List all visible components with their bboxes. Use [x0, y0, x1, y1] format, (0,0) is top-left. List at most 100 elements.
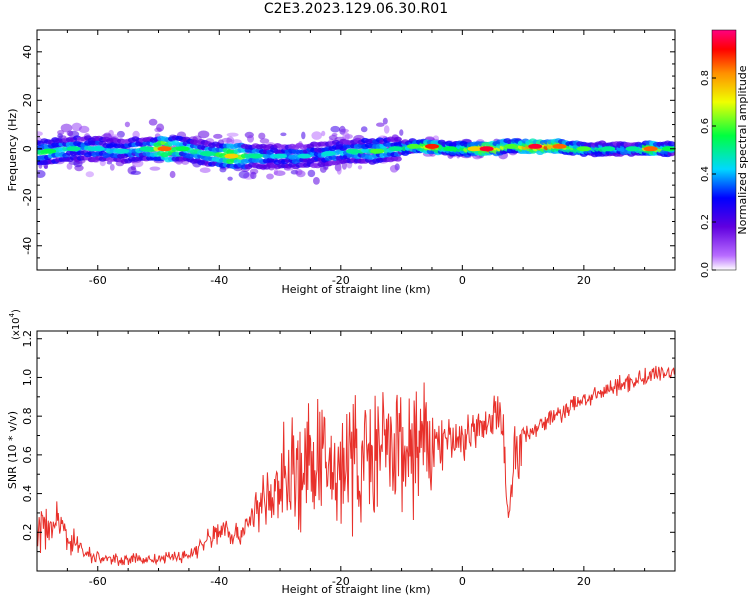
- spectrogram-peak: [157, 146, 172, 152]
- spectrogram-speckle: [301, 131, 306, 140]
- spectrogram-peak: [406, 143, 421, 149]
- spectrogram-peak: [90, 146, 105, 152]
- spectrogram-peak: [115, 148, 130, 154]
- y-tick-label: -20: [21, 188, 34, 206]
- spectrogram-peak: [479, 146, 494, 152]
- spectrogram-speckle: [250, 171, 257, 180]
- colorbar-label: Normalized spectral amplitude: [736, 65, 749, 234]
- spectrogram-peak: [297, 153, 312, 159]
- y-tick-label: 0: [21, 145, 34, 152]
- spectrogram-speckle: [389, 165, 399, 173]
- spectrogram-frame: [36, 29, 676, 271]
- spectrogram-speckle: [259, 138, 270, 144]
- colorbar-tick-label: 0.4: [700, 166, 711, 182]
- spectrogram-peak: [388, 146, 403, 152]
- x-tick-label: -40: [210, 575, 228, 588]
- spectrogram-peak: [503, 143, 518, 149]
- y-tick-label: 0.2: [21, 524, 34, 542]
- x-tick-label: -60: [89, 575, 107, 588]
- spectrogram-peak: [200, 151, 215, 157]
- svg-text:(x104): (x104): [8, 309, 22, 340]
- x-tick-label: 20: [577, 274, 591, 287]
- y-tick-label: 0.4: [21, 485, 34, 503]
- spectrogram-peak: [273, 153, 287, 159]
- spectrogram-speckle: [311, 131, 323, 140]
- spectrogram-speckle: [60, 123, 73, 133]
- spectrogram-speckle: [221, 137, 233, 143]
- x-tick-label: -40: [210, 274, 228, 287]
- spectrogram-speckle: [360, 126, 368, 133]
- spectrogram-peak: [528, 143, 543, 149]
- spectrogram-peak: [625, 146, 640, 152]
- spectrogram-speckle: [156, 123, 165, 132]
- spectrogram-speckle: [296, 170, 306, 178]
- spectrogram-peak: [601, 146, 616, 152]
- spectrogram-speckle: [124, 121, 130, 128]
- y-tick-label: -40: [21, 237, 34, 255]
- x-tick-label: 0: [459, 575, 466, 588]
- x-tick-label: -20: [332, 274, 350, 287]
- x-tick-label: -60: [89, 274, 107, 287]
- snr-y-multiplier: (x104): [8, 309, 22, 340]
- spectrogram-speckle: [226, 132, 239, 137]
- y-tick-label: 0.6: [21, 446, 34, 464]
- spectrogram-peak: [370, 148, 385, 154]
- spectrogram-ridge: [42, 143, 676, 159]
- snr-panel: -60 -40 -20 0 20 0.2 0.4 0.6 0.8 1.0 1.2 Height o…: [6, 309, 676, 596]
- x-tick-label: 0: [459, 274, 466, 287]
- y-tick-label: 0.8: [21, 407, 34, 425]
- spectrogram-peak: [443, 146, 458, 152]
- x-tick-label: 20: [577, 575, 591, 588]
- spectrogram-speckle: [148, 118, 158, 126]
- spectrogram-speckle: [321, 130, 326, 137]
- spectrogram-speckle: [331, 133, 338, 137]
- spectrogram-speckle: [197, 130, 210, 139]
- snr-x-label: Height of straight line (km): [281, 583, 430, 596]
- colorbar-tick-label: 0.2: [700, 214, 711, 230]
- snr-frame: [36, 330, 676, 572]
- spectrogram-y-label: Frequency (Hz): [6, 109, 19, 192]
- spectrogram-speckle: [280, 132, 287, 137]
- snr-x-ticks: -60 -40 -20 0 20: [36, 331, 676, 588]
- spectrogram-peak: [467, 146, 482, 152]
- spectrogram-speckle: [342, 132, 350, 141]
- spectrogram-speckle: [213, 133, 223, 139]
- y-tick-label: 1.0: [21, 369, 34, 387]
- spectrogram-speckle: [57, 130, 65, 135]
- figure-title: C2E3.2023.129.06.30.R01: [263, 1, 449, 17]
- spectrogram-speckle: [313, 177, 320, 185]
- spectrogram-peak: [224, 153, 239, 159]
- spectrogram-speckle: [339, 125, 346, 135]
- spectrogram-y-ticks: -40 -20 0 20 40: [21, 39, 675, 259]
- y-tick-label: 40: [21, 45, 34, 59]
- spectrogram-speckle: [330, 125, 341, 133]
- spectrogram-cell: [393, 136, 402, 142]
- colorbar-tick-label: 0.8: [700, 70, 711, 86]
- spectrogram-speckle: [382, 117, 388, 125]
- spectrogram-speckle: [130, 170, 141, 175]
- spectrogram-speckle: [322, 166, 329, 171]
- spectrogram-speckle: [149, 166, 161, 171]
- spectrogram-x-ticks: -60 -40 -20 0 20: [36, 30, 676, 287]
- y-tick-label: 20: [21, 93, 34, 107]
- colorbar-tick-label: 0.0: [700, 262, 711, 278]
- snr-y-label: SNR (10 * v/v): [6, 411, 19, 489]
- spectrogram-peak: [175, 146, 190, 152]
- spectrogram-speckle: [307, 169, 316, 178]
- spectrogram-cell: [667, 141, 675, 147]
- spectrogram-speckle: [266, 173, 274, 180]
- spectrogram-speckle: [336, 165, 342, 175]
- spectrogram-speckle: [357, 165, 363, 170]
- spectrogram-speckle: [238, 170, 250, 179]
- spectrogram-speckle: [37, 131, 43, 137]
- y-tick-label: 1.2: [21, 330, 34, 348]
- spectrogram-peak: [42, 148, 57, 154]
- colorbar-tick-label: 0.6: [700, 118, 711, 134]
- spectrogram-speckle: [258, 132, 266, 140]
- spectrogram-speckle: [78, 125, 90, 133]
- spectrogram-peak: [643, 146, 658, 152]
- spectrogram-speckle: [109, 163, 115, 171]
- spectrogram-peak: [66, 146, 81, 152]
